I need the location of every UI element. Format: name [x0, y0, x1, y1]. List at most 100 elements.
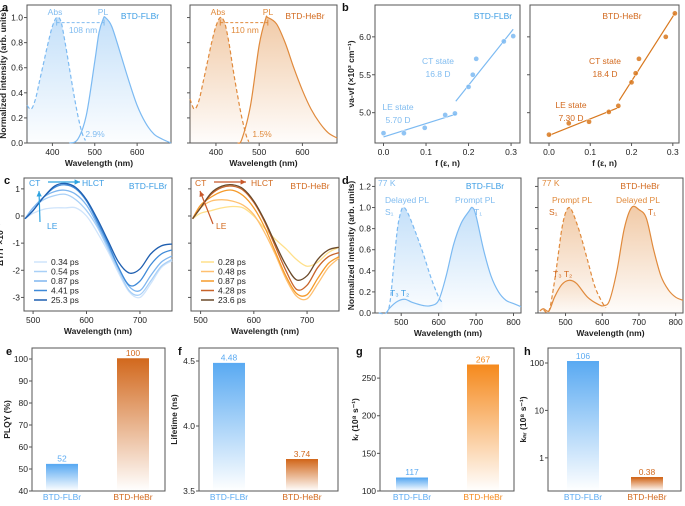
x-category-label: BTD-FLBr [210, 492, 248, 501]
legend-label: 23.6 ps [218, 295, 246, 305]
axes-frame [198, 347, 339, 492]
y-tick-label: 0.6 [11, 63, 23, 73]
series-line-abs [189, 16, 250, 142]
data-point [672, 10, 678, 17]
annotation: PL [263, 7, 274, 17]
series-fill [27, 17, 86, 143]
annotation: Abs [211, 7, 226, 17]
series-fill [539, 206, 683, 313]
arrow-head-icon [199, 191, 205, 197]
data-point [452, 110, 458, 117]
bar-value-label: 0.38 [639, 467, 656, 477]
x-tick-label: 500 [394, 317, 408, 327]
series-line [24, 182, 173, 274]
y-tick-label: 0 [15, 211, 20, 221]
arrow-head-icon [240, 179, 246, 185]
subplot-6 [372, 177, 522, 316]
annotation: 18.4 D [592, 69, 617, 79]
bar [467, 365, 499, 491]
annotation: PL [98, 7, 109, 17]
x-tick-label: 500 [193, 315, 207, 325]
data-point [465, 84, 472, 90]
x-axis-label: Wavelength (nm) [576, 328, 644, 338]
x-tick-label: 600 [79, 315, 93, 325]
series-line-pl [69, 16, 172, 144]
y-tick-label: -1 [12, 238, 20, 248]
series-line [24, 189, 173, 292]
data-point [605, 109, 612, 115]
axes-frame [31, 347, 166, 492]
data-point [401, 130, 407, 136]
x-tick-label: 600 [432, 317, 446, 327]
annotation: Abs [48, 7, 63, 17]
y-tick-label: 4.5 [183, 356, 195, 366]
annotation: BTD-FLBr [466, 181, 504, 191]
bar-value-label: 106 [576, 351, 590, 361]
y-tick-label: 150 [362, 448, 376, 458]
y-tick-label: 0.0 [359, 308, 371, 318]
bar-value-label: 117 [405, 467, 419, 477]
annotation: BTD-HeBr [602, 11, 641, 21]
series-line [192, 185, 340, 291]
x-tick-label: 600 [130, 147, 144, 157]
fit-line [383, 113, 456, 138]
axes-frame [529, 4, 680, 144]
y-tick-label: 5.5 [359, 70, 371, 80]
axes-frame [190, 177, 340, 312]
y-axis-label: kᵣ (10⁸ s⁻¹) [350, 398, 360, 441]
x-tick-label: 0.1 [420, 147, 432, 157]
y-tick-label: 10 [535, 405, 545, 415]
annotation: LE state [382, 102, 413, 112]
panel-label: b [342, 2, 349, 14]
series-fill [378, 207, 443, 314]
annotation: CT state [589, 56, 621, 66]
panel-label: e [6, 346, 12, 358]
x-tick-label: 0.1 [584, 147, 596, 157]
arrow-head-icon [74, 179, 80, 185]
x-tick-label: 0.0 [543, 147, 555, 157]
panel-label: d [342, 175, 349, 187]
series-fill [543, 207, 606, 313]
legend-label: 25.3 ps [51, 295, 79, 305]
series-line [24, 206, 173, 299]
y-tick-label: 100 [530, 358, 544, 368]
series-line [192, 189, 340, 297]
x-tick-label: 400 [45, 147, 59, 157]
x-tick-label: 0.2 [463, 147, 475, 157]
annotation: 108 nm [69, 25, 97, 35]
data-point [586, 118, 592, 125]
y-axis-label: ΔT/T ×10⁻³ [0, 223, 5, 266]
x-tick-label: 0.3 [505, 147, 517, 157]
y-tick-label: 90 [19, 376, 29, 386]
bar-value-label: 267 [476, 354, 490, 364]
subplot-8 [29, 347, 166, 492]
y-tick-label: 1.0 [11, 13, 23, 23]
annotation: CT [195, 178, 206, 188]
y-axis-label: PLQY (%) [2, 400, 12, 439]
x-tick-label: 800 [669, 317, 683, 327]
x-tick-label: 400 [209, 147, 223, 157]
y-tick-label: 70 [19, 420, 29, 430]
x-axis-label: Wavelength (nm) [64, 326, 132, 336]
x-tick-label: 0.2 [626, 147, 638, 157]
annotation: Delayed PL [385, 195, 429, 205]
y-tick-label: 4.0 [183, 421, 195, 431]
y-tick-label: 3.5 [183, 486, 195, 496]
fit-line [618, 13, 676, 101]
series-line-pl [237, 15, 338, 144]
axes-frame [547, 347, 682, 492]
y-axis-label: Lifetime (ns) [169, 394, 179, 445]
x-tick-label: 0.3 [667, 147, 679, 157]
bar-value-label: 100 [126, 348, 140, 358]
y-axis-label: νa-νf (×10³ cm⁻¹) [346, 40, 356, 107]
panel-label: f [178, 346, 182, 358]
x-tick-label: 700 [632, 317, 646, 327]
y-tick-label: 0.6 [359, 245, 371, 255]
legend-label: 0.48 ps [218, 267, 246, 277]
annotation: LE [216, 221, 227, 231]
series-fill [69, 16, 171, 143]
legend-label: 4.41 ps [51, 286, 79, 296]
x-category-label: BTD-HeBr [627, 492, 666, 501]
subplot-7 [535, 177, 684, 316]
